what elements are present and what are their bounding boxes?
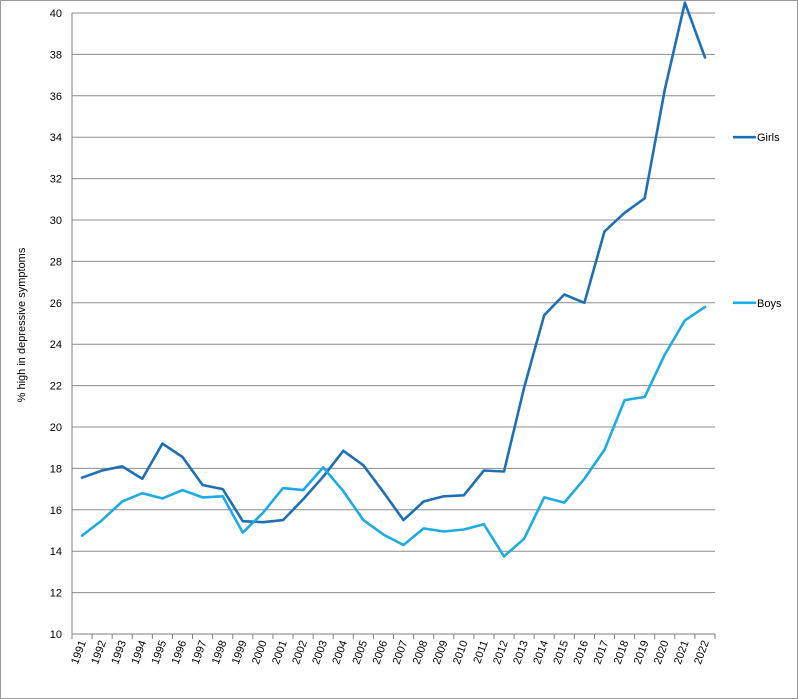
x-tick-label: 1997 (190, 639, 210, 666)
y-tick-label: 16 (50, 505, 62, 517)
legend: Girls Boys (733, 132, 782, 310)
series-lines (80, 1, 707, 558)
y-tick-label: 32 (50, 174, 62, 186)
y-tick-label: 38 (50, 49, 62, 61)
x-tick-label: 2012 (491, 639, 511, 666)
y-tick-label: 20 (50, 422, 62, 434)
x-tick-label: 1992 (89, 639, 109, 666)
gridlines (72, 12, 715, 594)
y-tick-label: 22 (50, 381, 62, 393)
y-tick-label: 18 (50, 463, 62, 475)
x-tick-label: 2005 (351, 639, 371, 666)
y-tick-labels: 10 12 14 16 18 20 22 24 26 28 30 32 34 36 38 40 (50, 8, 62, 641)
x-tick-label: 2003 (310, 639, 330, 666)
x-tick-label: 2019 (632, 639, 652, 666)
x-tick-label: 2015 (551, 639, 571, 666)
x-tick-label: 2017 (592, 639, 612, 666)
legend-label-boys: Boys (757, 298, 782, 310)
y-tick-label: 10 (50, 629, 62, 641)
series-line-girls (80, 1, 707, 524)
x-tick-label: 2010 (451, 639, 471, 666)
x-tick-label: 2007 (391, 639, 411, 666)
y-tick-label: 36 (50, 91, 62, 103)
x-tick-label: 2000 (250, 639, 270, 666)
x-tick-label: 2021 (672, 639, 692, 666)
x-tick-label: 1996 (170, 639, 190, 666)
x-tick-label: 2008 (411, 639, 431, 666)
x-tick-label: 1994 (129, 639, 149, 666)
x-tick-label: 2014 (531, 639, 551, 666)
series-line-boys (80, 305, 707, 558)
x-tick-label: 2020 (652, 639, 672, 666)
legend-label-girls: Girls (757, 132, 780, 144)
axes (71, 13, 716, 639)
x-tick-label: 2004 (330, 639, 350, 666)
x-tick-label: 1999 (230, 639, 250, 666)
x-tick-labels: 1991 1992 1993 1994 1995 1996 1997 1998 1999 2000… (69, 639, 712, 666)
y-tick-label: 12 (50, 588, 62, 600)
x-tick-label: 1991 (69, 639, 89, 666)
y-tick-label: 26 (50, 298, 62, 310)
x-tick-label: 2013 (511, 639, 531, 666)
y-axis-label: % high in depressive symptoms (16, 247, 28, 402)
x-tick-label: 2002 (290, 639, 310, 666)
x-tick-label: 2022 (692, 639, 712, 666)
x-tick-label: 2006 (371, 639, 391, 666)
y-tick-label: 30 (50, 215, 62, 227)
x-tick-label: 2001 (270, 639, 290, 666)
y-tick-label: 24 (50, 339, 62, 351)
y-tick-label: 28 (50, 256, 62, 268)
y-tick-label: 34 (50, 132, 62, 144)
x-tick-label: 2009 (431, 639, 451, 666)
x-tick-label: 1993 (109, 639, 129, 666)
x-tick-label: 1995 (150, 639, 170, 666)
x-tick-label: 2018 (612, 639, 632, 666)
x-tick-label: 2011 (471, 639, 490, 665)
y-tick-label: 14 (50, 546, 62, 558)
x-tick-label: 2016 (572, 639, 592, 666)
y-tick-label: 40 (50, 8, 62, 20)
x-tick-label: 1998 (210, 639, 230, 666)
